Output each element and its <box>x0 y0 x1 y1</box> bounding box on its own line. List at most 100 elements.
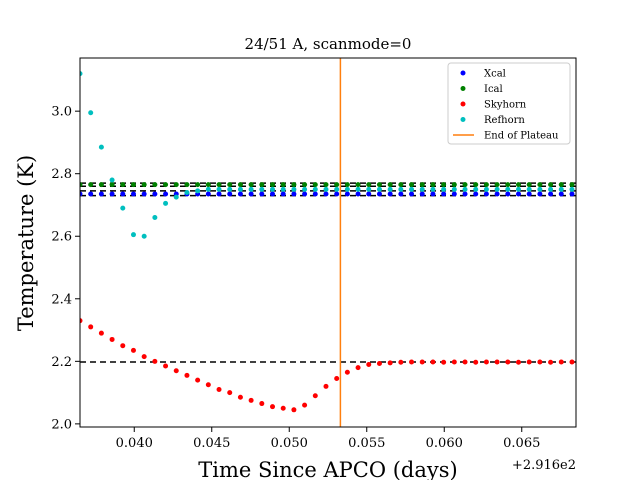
data-point <box>376 186 382 192</box>
data-point <box>184 372 190 378</box>
data-point <box>291 191 297 197</box>
data-point <box>451 186 457 192</box>
data-point <box>173 368 179 374</box>
data-point <box>430 186 436 192</box>
data-point <box>515 186 521 192</box>
data-point <box>141 182 147 188</box>
data-point <box>462 186 468 192</box>
data-point <box>494 182 500 188</box>
legend-entry: Skyhorn <box>460 100 527 111</box>
data-point <box>248 191 254 197</box>
data-point <box>441 182 447 188</box>
data-point <box>323 182 329 188</box>
data-point <box>302 186 308 192</box>
data-point <box>376 191 382 197</box>
data-point <box>451 359 457 365</box>
y-tick-label: 2.6 <box>51 230 72 245</box>
data-point <box>152 358 158 364</box>
legend-label: Ical <box>484 84 503 95</box>
data-point <box>441 191 447 197</box>
data-point <box>355 186 361 192</box>
data-point <box>280 186 286 192</box>
data-point <box>120 343 126 349</box>
plot-area <box>80 58 576 427</box>
data-point <box>216 386 222 392</box>
data-point <box>419 182 425 188</box>
data-point <box>569 359 575 365</box>
data-point <box>227 191 233 197</box>
series-refhorn <box>80 71 575 239</box>
data-point <box>366 182 372 188</box>
data-point <box>409 182 415 188</box>
legend-entry: Xcal <box>460 69 506 80</box>
legend-label: Xcal <box>484 69 506 80</box>
data-point <box>88 324 94 330</box>
data-point <box>109 182 115 188</box>
data-point <box>80 191 83 197</box>
data-point <box>494 359 500 365</box>
data-point <box>548 191 554 197</box>
data-point <box>280 182 286 188</box>
data-point <box>387 182 393 188</box>
data-point <box>323 186 329 192</box>
data-point <box>387 186 393 192</box>
data-point <box>227 186 233 192</box>
data-point <box>409 186 415 192</box>
y-axis-label: Temperature (K) <box>14 155 38 331</box>
data-point <box>430 191 436 197</box>
data-point <box>355 191 361 197</box>
legend-entry: End of Plateau <box>453 131 559 142</box>
data-point <box>80 71 83 77</box>
y-tick-label: 2.2 <box>51 355 72 370</box>
data-point <box>526 359 532 365</box>
data-point <box>376 182 382 188</box>
data-point <box>344 369 350 375</box>
data-point <box>141 233 147 239</box>
data-point <box>195 188 201 194</box>
data-point <box>334 376 340 382</box>
data-point <box>216 191 222 197</box>
data-point <box>366 191 372 197</box>
y-ticks: 2.0 2.2 2.4 2.6 2.8 3.0 <box>51 105 80 432</box>
data-point <box>237 394 243 400</box>
data-point <box>120 182 126 188</box>
data-point <box>398 191 404 197</box>
data-point <box>558 182 564 188</box>
data-point <box>409 359 415 365</box>
data-point <box>366 361 372 367</box>
data-point <box>398 186 404 192</box>
data-point <box>141 191 147 197</box>
data-point <box>473 182 479 188</box>
legend-marker <box>460 101 466 107</box>
y-tick-label: 3.0 <box>51 105 72 120</box>
data-point <box>291 407 297 413</box>
data-point <box>302 182 308 188</box>
data-point <box>483 359 489 365</box>
data-point <box>334 186 340 192</box>
x-tick-label: 0.050 <box>271 436 308 451</box>
axes-frame <box>79 57 577 428</box>
data-point <box>109 177 115 183</box>
data-point <box>558 359 564 365</box>
legend-entry: Ical <box>460 84 503 95</box>
data-point <box>237 191 243 197</box>
data-point <box>526 182 532 188</box>
data-point <box>109 191 115 197</box>
data-point <box>163 363 169 369</box>
data-point <box>120 191 126 197</box>
data-point <box>280 405 286 411</box>
data-point <box>80 318 83 324</box>
x-axis-offset-label: +2.916e2 <box>512 458 576 473</box>
chart-title: 24/51 A, scanmode=0 <box>245 35 412 53</box>
data-point <box>451 191 457 197</box>
legend-marker <box>460 70 466 76</box>
x-tick-label: 0.040 <box>116 436 153 451</box>
data-point <box>205 191 211 197</box>
series-skyhorn <box>80 318 575 413</box>
data-point <box>462 359 468 365</box>
data-point <box>569 186 575 192</box>
data-point <box>259 191 265 197</box>
data-point <box>227 182 233 188</box>
data-point <box>526 186 532 192</box>
